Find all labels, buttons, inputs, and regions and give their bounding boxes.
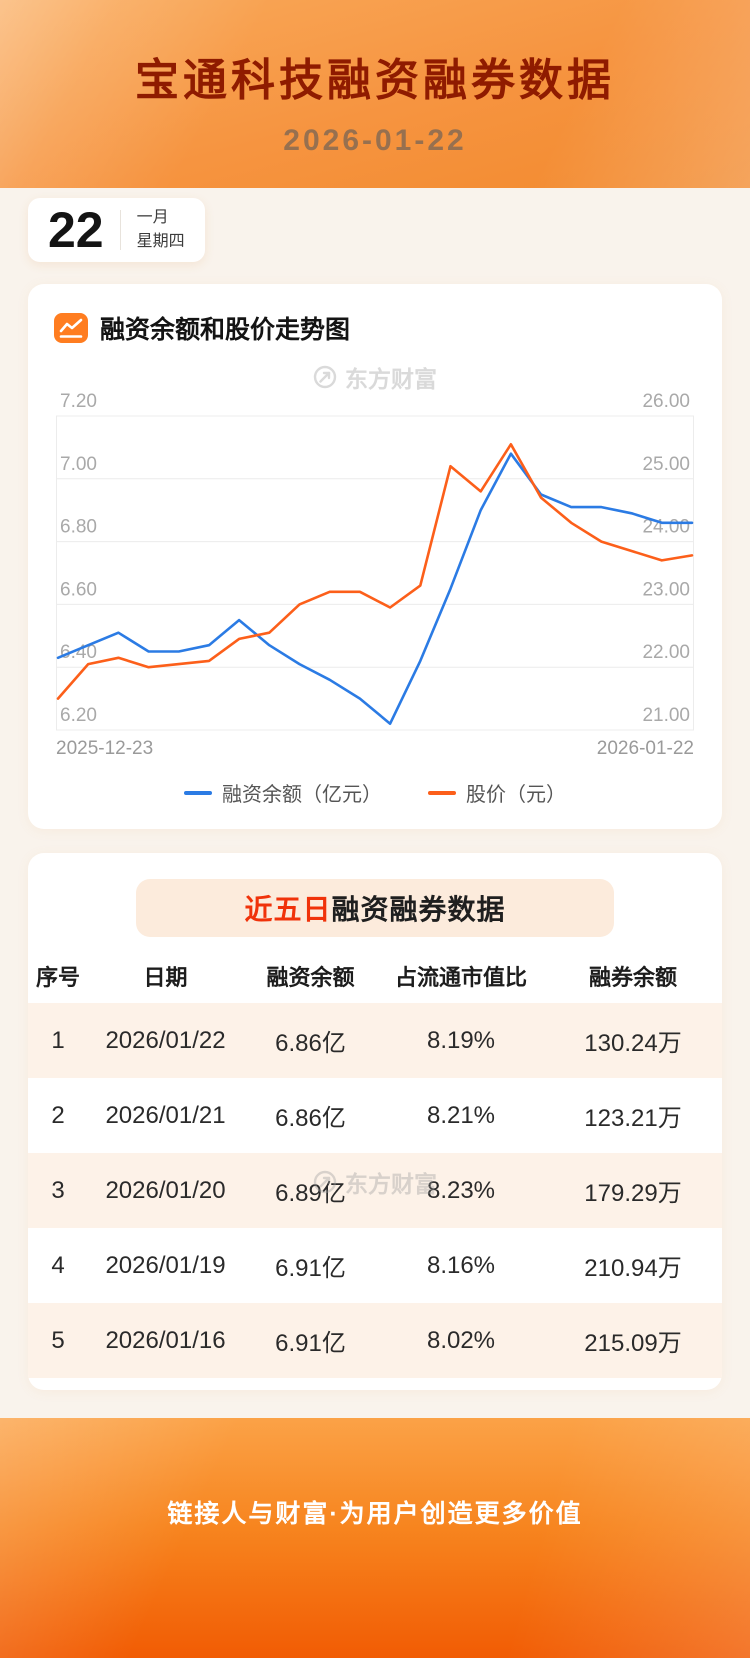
line-chart-icon <box>54 311 88 345</box>
right-axis-tick-label: 26.00 <box>642 391 690 412</box>
calendar-card: 22 一月 星期四 <box>28 198 205 262</box>
table-cell: 6.91亿 <box>275 1330 346 1357</box>
calendar-weekday: 星期四 <box>136 233 185 250</box>
table-cell: 5 <box>51 1326 65 1354</box>
left-axis-tick-label: 6.60 <box>60 579 97 600</box>
table-cell: 2026/01/20 <box>105 1176 226 1204</box>
table-cell: 2026/01/19 <box>105 1251 226 1279</box>
table-body: 1 2026/01/22 6.86亿 8.19% 130.24万 2 2026/01/21 6… <box>28 1003 722 1378</box>
table-row: 5 2026/01/16 6.91亿 8.02% 215.09万 <box>28 1303 722 1378</box>
table-cell: 6.86亿 <box>275 1030 346 1057</box>
table-row: 2 2026/01/21 6.86亿 8.21% 123.21万 <box>28 1078 722 1153</box>
left-axis-tick-label: 7.00 <box>60 454 97 475</box>
right-axis-tick-label: 21.00 <box>642 705 690 726</box>
table-cell: 8.23% <box>426 1176 496 1204</box>
table-cell: 2 <box>51 1101 65 1129</box>
table-row: 3 2026/01/20 6.89亿 8.23% 179.29万 <box>28 1153 722 1228</box>
margin-data-table: 序号 日期 融资余额 占流通市值比 融券余额 1 2026/01/22 6.86亿 8.19%… <box>28 949 722 1378</box>
footer-slogan: 链接人与财富·为用户创造更多价值 <box>167 1500 583 1528</box>
chart-title: 融资余额和股价走势图 <box>100 316 351 344</box>
table-title-highlight: 近五日 <box>244 894 332 925</box>
table-cell: 210.94万 <box>584 1255 682 1282</box>
x-axis-start-label: 2025-12-23 <box>56 738 154 759</box>
right-axis-tick-label: 25.00 <box>642 454 690 475</box>
legend-label-financing: 融资余额（亿元） <box>222 784 382 806</box>
legend-marker-price <box>428 790 456 795</box>
table-cell: 8.16% <box>426 1251 496 1279</box>
legend-item-financing: 融资余额（亿元） <box>184 778 382 807</box>
table-cell: 2026/01/21 <box>105 1101 226 1129</box>
page-title: 宝通科技融资融券数据 <box>135 56 615 105</box>
table-cell: 130.24万 <box>584 1030 682 1057</box>
table-column-header: 序号 <box>35 965 80 990</box>
table-cell: 1 <box>51 1026 65 1054</box>
legend-item-price: 股价（元） <box>428 778 566 807</box>
table-row: 1 2026/01/22 6.86亿 8.19% 130.24万 <box>28 1003 722 1078</box>
table-header-row: 序号 日期 融资余额 占流通市值比 融券余额 <box>28 949 722 1003</box>
table-cell: 3 <box>51 1176 65 1204</box>
legend-marker-financing <box>184 790 212 795</box>
table-column-header: 日期 <box>143 965 188 990</box>
table-column-header: 融券余额 <box>588 965 677 990</box>
table-cell: 6.91亿 <box>275 1255 346 1282</box>
header-banner: 宝通科技融资融券数据 2026-01-22 <box>0 0 750 188</box>
table-title-badge: 近五日 融资融券数据 <box>136 879 614 937</box>
table-cell: 8.02% <box>426 1326 496 1354</box>
table-cell: 123.21万 <box>584 1105 682 1132</box>
table-title-rest: 融资融券数据 <box>331 894 506 925</box>
chart-card: 融资余额和股价走势图 东方财富 7.20 26.00 7.00 25.00 6.80 24… <box>28 284 722 829</box>
trend-chart-svg: 7.20 26.007.00 25.006.80 24.006.60 23.006.40… <box>56 391 694 731</box>
left-axis-tick-label: 6.80 <box>60 517 97 538</box>
chart-legend: 融资余额（亿元） 股价（元） <box>56 778 694 807</box>
table-cell: 179.29万 <box>584 1180 682 1207</box>
table-column-header: 融资余额 <box>266 965 355 990</box>
table-cell: 2026/01/16 <box>105 1326 226 1354</box>
table-cell: 215.09万 <box>584 1330 682 1357</box>
left-axis-tick-label: 6.40 <box>60 642 97 663</box>
right-axis-tick-label: 23.00 <box>642 579 690 600</box>
table-card: 近五日 融资融券数据 东方财富 序号 日期 融资余额 占流通市值比 融券余额 1 2026/… <box>28 853 722 1390</box>
calendar-month: 一月 <box>136 209 169 226</box>
table-cell: 8.19% <box>426 1026 496 1054</box>
footer-banner: 链接人与财富·为用户创造更多价值 <box>0 1418 750 1658</box>
table-cell: 2026/01/22 <box>105 1026 226 1054</box>
left-axis-tick-label: 7.20 <box>60 391 97 412</box>
table-cell: 8.21% <box>426 1101 496 1129</box>
series-line-financing-balance <box>56 452 694 726</box>
table-row: 4 2026/01/19 6.91亿 8.16% 210.94万 <box>28 1228 722 1303</box>
calendar-day: 22 <box>48 202 104 258</box>
header-date: 2026-01-22 <box>283 124 467 157</box>
chart-area: 东方财富 7.20 26.00 7.00 25.00 6.80 24.00 6.60 23.0… <box>28 346 722 807</box>
table-cell: 6.86亿 <box>275 1105 346 1132</box>
legend-label-price: 股价（元） <box>466 784 566 806</box>
table-column-header: 占流通市值比 <box>394 965 527 990</box>
series-line-stock-price <box>56 443 694 700</box>
calendar-divider <box>119 210 121 250</box>
table-cell: 4 <box>51 1251 65 1279</box>
chart-card-header: 融资余额和股价走势图 <box>28 310 722 346</box>
left-axis-tick-label: 6.20 <box>60 705 97 726</box>
table-cell: 6.89亿 <box>275 1180 346 1207</box>
x-axis-labels: 2025-12-23 2026-01-22 <box>56 738 694 760</box>
x-axis-end-label: 2026-01-22 <box>596 738 694 759</box>
right-axis-tick-label: 22.00 <box>642 642 690 663</box>
